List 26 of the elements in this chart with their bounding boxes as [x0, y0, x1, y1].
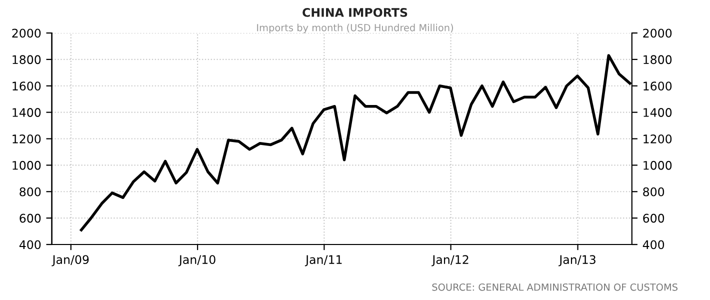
- y-tick-label: 2000: [12, 28, 41, 38]
- y-tick-label: 1600: [12, 82, 41, 91]
- x-tick-label: Jan/13: [558, 255, 596, 266]
- y2-tick-label: 400: [642, 240, 664, 250]
- y2-tick-label: 1200: [644, 134, 672, 144]
- y2-tick-label: 600: [643, 214, 664, 223]
- y-tick-label: 1400: [12, 108, 41, 117]
- y-tick-label: 1000: [12, 160, 41, 170]
- x-tick-label: Jan/12: [432, 255, 468, 266]
- y-tick-label: 600: [20, 214, 41, 223]
- y2-tick-label: 1400: [644, 108, 672, 117]
- y-tick-label: 400: [19, 240, 41, 250]
- y2-tick-label: 1600: [644, 82, 672, 91]
- y-tick-label: 1800: [12, 55, 41, 64]
- x-tick-label: Jan/09: [52, 255, 89, 266]
- y2-tick-label: 1800: [644, 55, 672, 64]
- x-tick-label: Jan/11: [304, 255, 342, 266]
- y2-tick-label: 800: [643, 187, 664, 196]
- chart-subtitle: Imports by month (USD Hundred Million): [257, 24, 453, 34]
- chart-title: CHINA IMPORTS: [302, 8, 408, 17]
- source-note: SOURCE: GENERAL ADMINISTRATION OF CUSTOMS: [432, 283, 678, 291]
- y2-tick-label: 1000: [644, 160, 672, 170]
- x-tick-label: Jan/10: [178, 255, 216, 266]
- y2-tick-label: 2000: [643, 28, 672, 38]
- y-tick-label: 800: [20, 187, 41, 196]
- y-tick-label: 1200: [12, 134, 41, 144]
